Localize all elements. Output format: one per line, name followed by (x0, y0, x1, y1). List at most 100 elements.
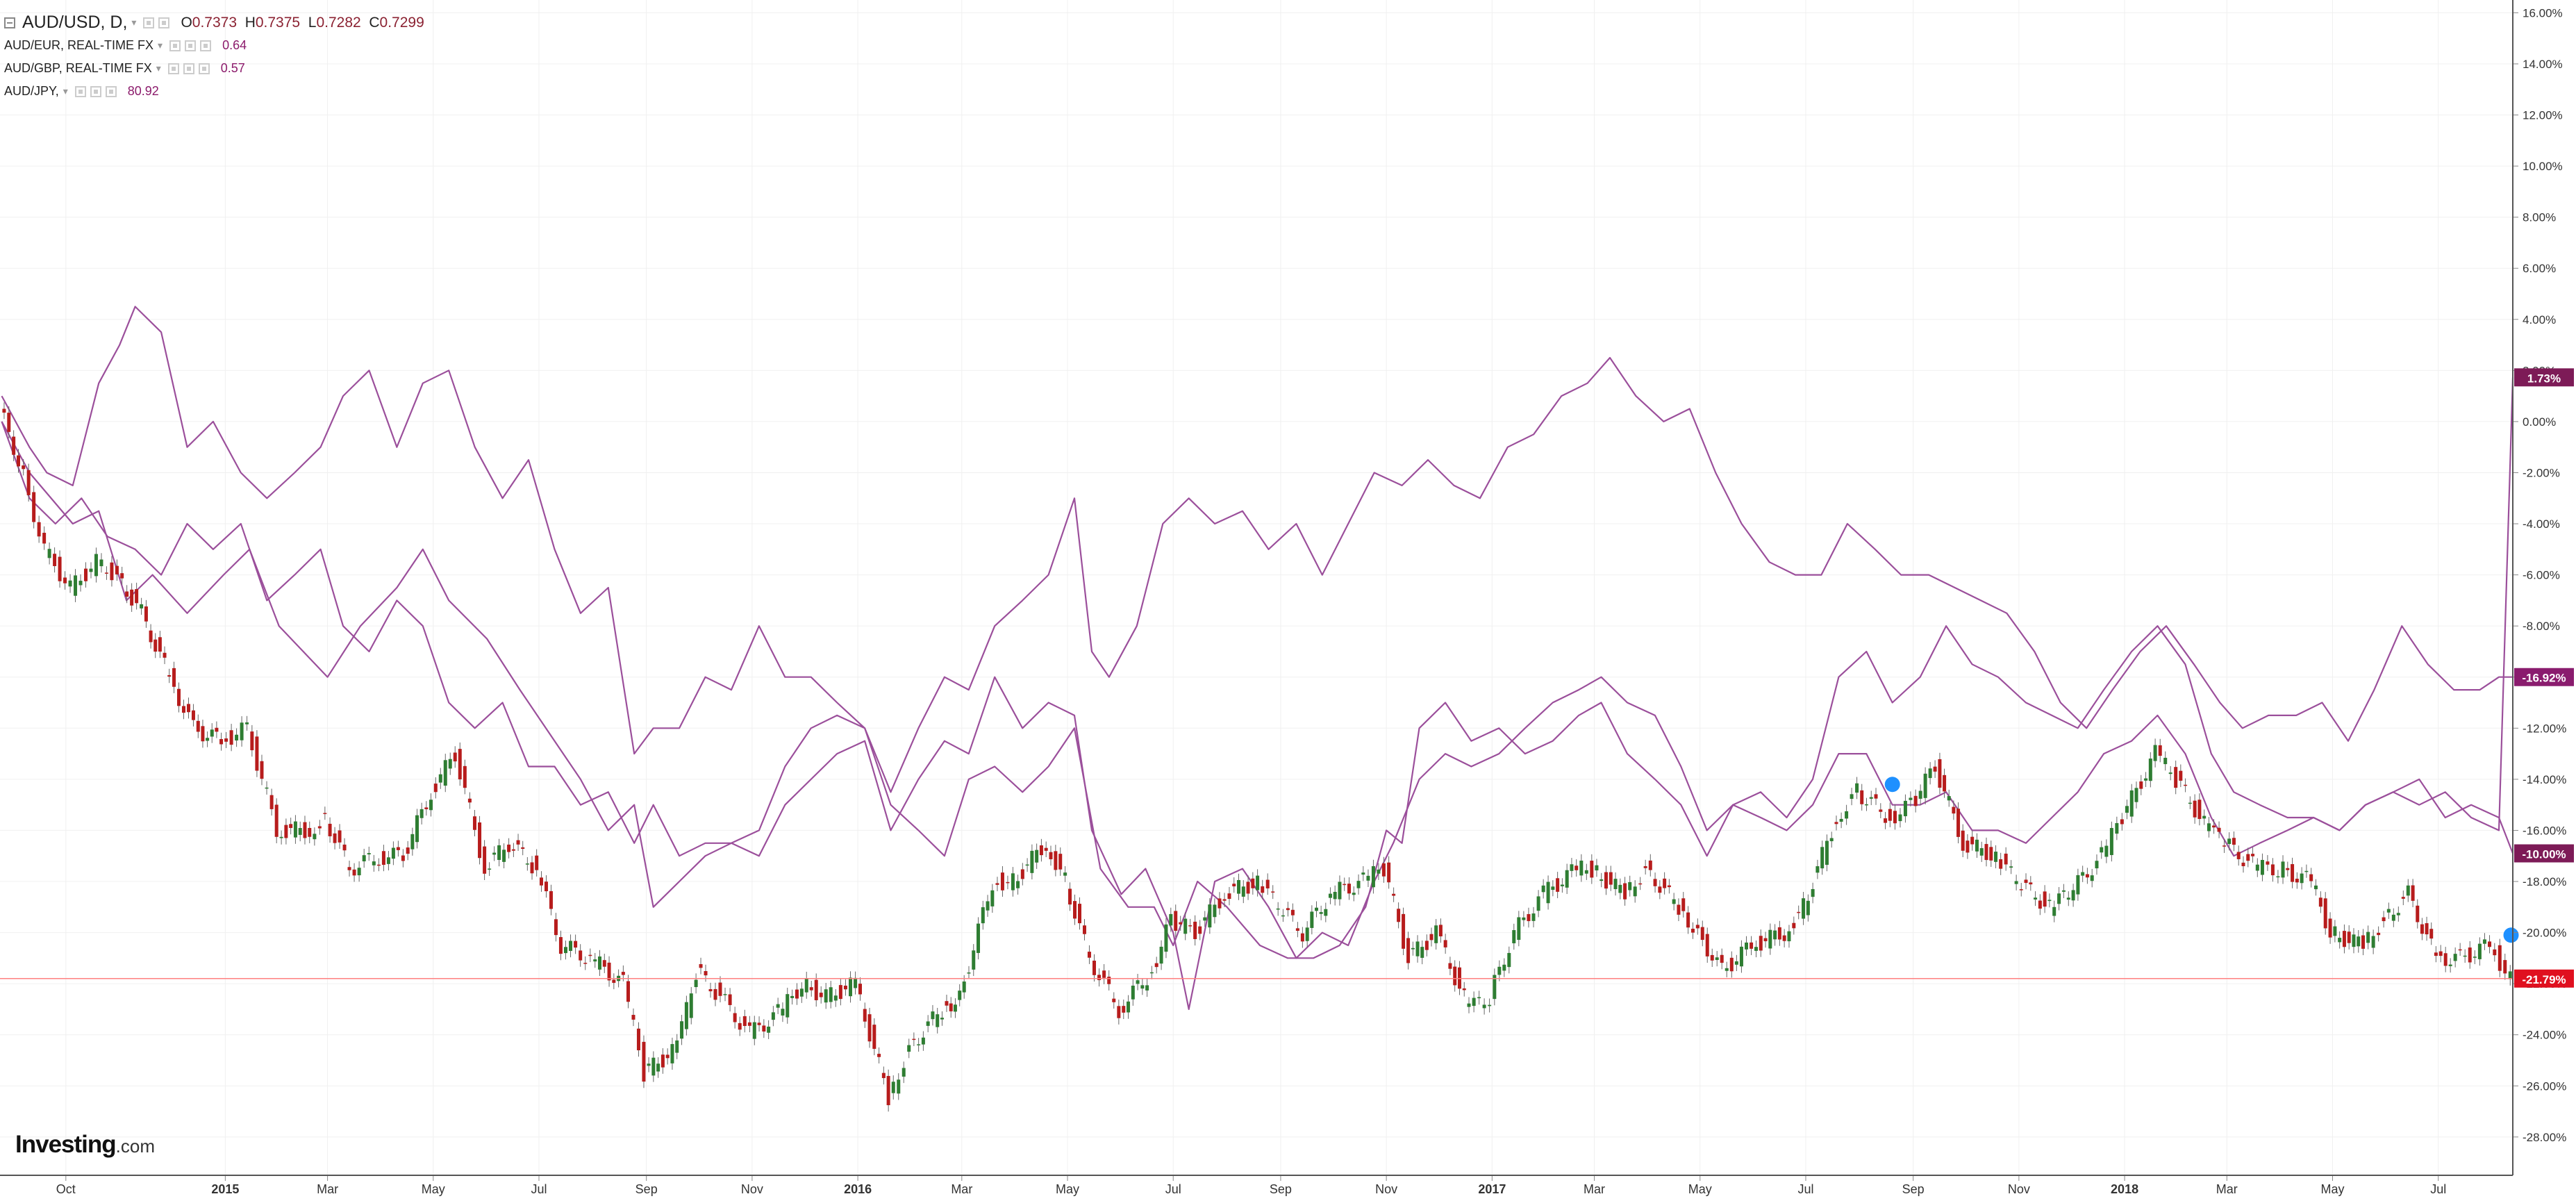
candle-body (1261, 886, 1265, 893)
candle-body (433, 784, 438, 793)
x-tick-label: 2017 (1478, 1182, 1506, 1196)
x-tick-label: Nov (741, 1182, 763, 1196)
candle-body (554, 919, 558, 936)
candle-body (2061, 890, 2066, 892)
candle-body (936, 1014, 940, 1027)
overlay-symbol-label[interactable]: AUD/JPY, (4, 84, 59, 98)
candle-body (704, 970, 708, 976)
collapse-toggle-icon[interactable] (4, 17, 15, 28)
candle-body (1864, 804, 1868, 806)
candle-body (762, 1025, 766, 1032)
candle-body (670, 1044, 674, 1063)
legend-main-row[interactable]: AUD/USD, D, ▾ O0.7373 H0.7375 L0.7282 C0… (4, 11, 424, 34)
candle-body (1218, 898, 1222, 909)
candle-body (140, 604, 144, 608)
candle-body (945, 1001, 949, 1006)
candle-body (1787, 931, 1791, 942)
candle-body (2057, 893, 2061, 904)
candle-body (149, 630, 153, 643)
candle-body (115, 565, 119, 574)
candle-body (245, 722, 249, 724)
high-label: H (244, 14, 256, 31)
candle-body (2453, 954, 2457, 961)
candle-body (1623, 883, 1627, 900)
candle-body (2352, 934, 2356, 947)
legend-overlay-row[interactable]: AUD/JPY, ▾ 80.92 (4, 80, 424, 103)
y-tick-label: 4.00% (2523, 313, 2556, 326)
close-icon[interactable] (198, 63, 210, 74)
settings-icon[interactable] (167, 63, 179, 74)
candle-body (1136, 980, 1140, 984)
candle-body (1117, 1006, 1121, 1018)
candle-body (858, 984, 862, 995)
candle-body (2361, 935, 2366, 949)
candle-body (1300, 933, 1304, 942)
settings-icon[interactable] (74, 85, 86, 97)
visibility-icon[interactable] (90, 85, 101, 97)
x-tick-label: Sep (1270, 1182, 1292, 1196)
close-icon[interactable] (200, 40, 212, 51)
chevron-down-icon[interactable]: ▾ (156, 63, 161, 74)
y-tick-label: 0.00% (2523, 415, 2556, 429)
candle-body (1241, 886, 1245, 897)
candle-body (1343, 884, 1347, 886)
candle-body (210, 729, 214, 737)
candle-body (2085, 874, 2089, 878)
candle-body (1077, 904, 1081, 924)
candle-body (181, 706, 185, 713)
candle-body (1570, 864, 1574, 871)
candle-body (1888, 809, 1892, 821)
close-value: 0.7299 (379, 14, 424, 31)
overlay-value: 0.57 (220, 61, 245, 75)
candle-body (357, 868, 361, 876)
candle-body (1477, 997, 1481, 999)
candle-body (1406, 938, 1411, 963)
overlay-symbol-label[interactable]: AUD/EUR, REAL-TIME FX (4, 38, 154, 52)
candle-body (2477, 943, 2482, 959)
candle-body (130, 589, 134, 606)
close-icon[interactable] (105, 85, 117, 97)
candle-body (279, 836, 283, 838)
visibility-icon[interactable] (183, 63, 194, 74)
x-tick-label: May (2320, 1182, 2344, 1196)
overlay-symbol-label[interactable]: AUD/GBP, REAL-TIME FX (4, 61, 152, 75)
main-symbol-label[interactable]: AUD/USD, D, (22, 13, 128, 32)
candle-body (1690, 929, 1695, 933)
legend-overlay-row[interactable]: AUD/GBP, REAL-TIME FX ▾ 0.57 (4, 57, 424, 80)
candle-body (1392, 893, 1396, 896)
visibility-icon[interactable] (158, 17, 170, 28)
candle-body (2406, 885, 2410, 896)
x-tick-label: Mar (1584, 1182, 1605, 1196)
y-tick-label: -18.00% (2523, 875, 2566, 888)
candle-body (1246, 881, 1250, 894)
candle-body (931, 1011, 935, 1020)
settings-icon[interactable] (169, 40, 181, 51)
chevron-down-icon[interactable]: ▾ (158, 40, 163, 51)
candle-body (1020, 869, 1024, 879)
candle-body (1058, 854, 1063, 870)
candle-body (1705, 934, 1709, 956)
candle-body (1989, 847, 1993, 861)
candle-body (1869, 797, 1873, 799)
x-tick-label: Nov (2008, 1182, 2030, 1196)
visibility-icon[interactable] (185, 40, 197, 51)
candle-body (2493, 949, 2497, 956)
candle-body (1845, 811, 1849, 819)
candle-body (2342, 931, 2346, 947)
candle-body (219, 738, 224, 745)
legend-overlay-row[interactable]: AUD/EUR, REAL-TIME FX ▾ 0.64 (4, 34, 424, 57)
candle-body (558, 937, 563, 954)
candle-body (1825, 840, 1829, 865)
candle-body (2270, 864, 2275, 876)
chevron-down-icon[interactable]: ▾ (131, 17, 137, 28)
y-tick-label: -20.00% (2523, 927, 2566, 940)
candle-body (1579, 860, 1584, 876)
candle-body (1517, 917, 1521, 941)
settings-icon[interactable] (143, 17, 155, 28)
chevron-down-icon[interactable]: ▾ (63, 85, 68, 97)
candle-body (492, 852, 497, 855)
candle-body (986, 901, 990, 911)
candle-body (1695, 925, 1700, 929)
